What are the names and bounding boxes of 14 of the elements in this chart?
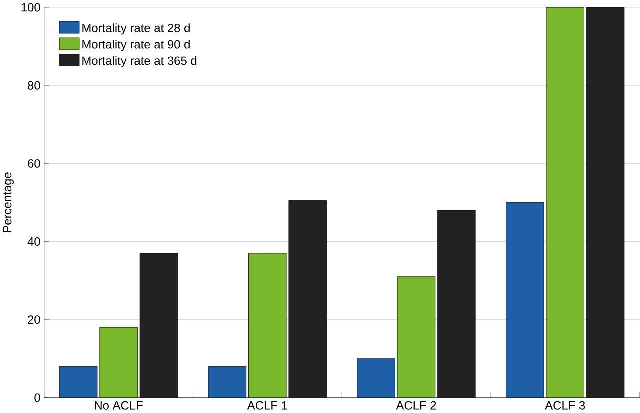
y-tick-label: 0	[34, 394, 40, 402]
legend-label: Mortality rate at 365 d	[82, 56, 197, 68]
x-tick-label: ACLF 1	[247, 401, 288, 410]
y-tick-label: 40	[28, 237, 40, 246]
x-tick-label: No ACLF	[95, 401, 143, 410]
y-tick-label: 80	[28, 81, 40, 90]
legend-label: Mortality rate at 90 d	[82, 40, 190, 52]
y-tick-label: 100	[22, 3, 40, 12]
y-axis-title: Percentage	[3, 172, 14, 232]
legend-label: Mortality rate at 28 d	[82, 24, 190, 35]
y-tick-label: 20	[28, 316, 40, 324]
x-tick-label: ACLF 2	[396, 401, 436, 410]
x-tick-label: ACLF 3	[545, 401, 586, 410]
y-tick-label: 60	[28, 159, 40, 168]
